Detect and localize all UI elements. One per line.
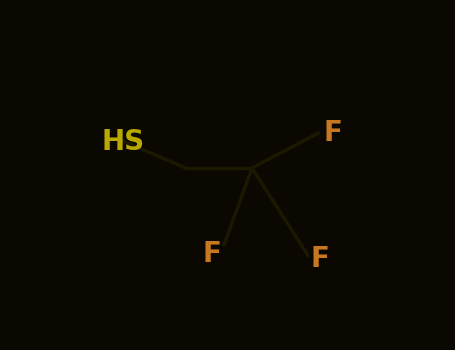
Text: F: F	[311, 245, 330, 273]
Text: HS: HS	[101, 128, 145, 156]
Text: F: F	[202, 240, 221, 268]
Text: F: F	[323, 119, 342, 147]
